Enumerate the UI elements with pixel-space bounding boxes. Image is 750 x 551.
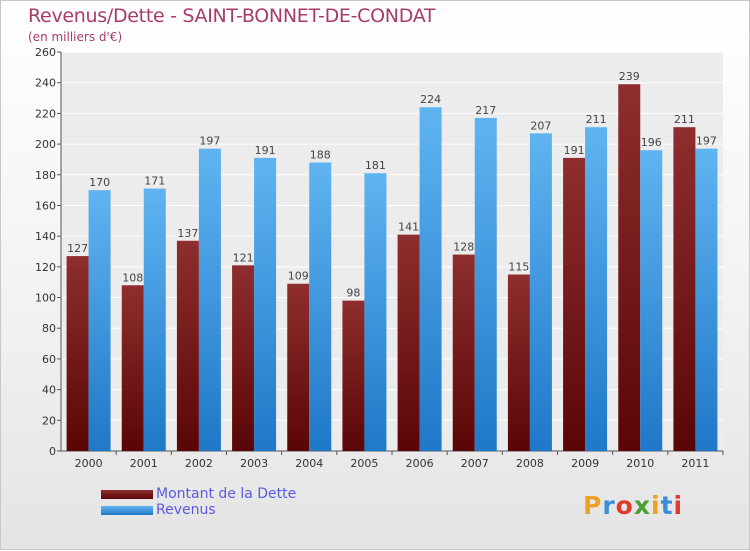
x-tick-label-2008: 2008 bbox=[516, 457, 544, 470]
bar-revenus-2003 bbox=[254, 157, 277, 451]
y-tick-label-220: 220 bbox=[35, 107, 56, 120]
bar-revenus-2008 bbox=[529, 133, 552, 452]
value-label-revenus-2002: 197 bbox=[199, 135, 220, 148]
x-tick-label-2002: 2002 bbox=[185, 457, 213, 470]
x-tick-label-2001: 2001 bbox=[130, 457, 158, 470]
bar-revenus-2010 bbox=[640, 150, 663, 451]
bar-dette-2004 bbox=[287, 283, 310, 451]
logo-letter: t bbox=[660, 491, 674, 520]
value-label-dette-2003: 121 bbox=[233, 251, 254, 264]
value-label-revenus-2009: 211 bbox=[586, 113, 607, 126]
y-tick-label-120: 120 bbox=[35, 261, 56, 274]
bar-dette-2011 bbox=[673, 127, 696, 451]
value-label-dette-2006: 141 bbox=[398, 221, 419, 234]
value-label-revenus-2000: 170 bbox=[89, 176, 110, 189]
bar-revenus-2000 bbox=[88, 190, 111, 451]
value-label-revenus-2003: 191 bbox=[255, 144, 276, 157]
value-label-revenus-2008: 207 bbox=[530, 119, 551, 132]
y-tick-label-260: 260 bbox=[35, 46, 56, 59]
y-tick-label-40: 40 bbox=[42, 384, 56, 397]
legend-label-dette: Montant de la Dette bbox=[156, 486, 297, 502]
bar-revenus-2007 bbox=[474, 117, 497, 451]
logo-letter: i bbox=[651, 491, 661, 520]
value-label-dette-2000: 127 bbox=[67, 242, 88, 255]
bar-revenus-2009 bbox=[585, 127, 608, 451]
value-label-dette-2009: 191 bbox=[564, 144, 585, 157]
y-tick-label-0: 0 bbox=[49, 445, 56, 458]
value-label-dette-2011: 211 bbox=[674, 113, 695, 126]
value-label-revenus-2001: 171 bbox=[144, 175, 165, 188]
value-label-revenus-2004: 188 bbox=[310, 148, 331, 161]
y-tick-label-100: 100 bbox=[35, 292, 56, 305]
y-tick-label-160: 160 bbox=[35, 199, 56, 212]
bar-dette-2002 bbox=[176, 240, 199, 451]
logo-letter: r bbox=[602, 491, 616, 520]
value-label-revenus-2006: 224 bbox=[420, 93, 441, 106]
legend-swatch-revenus bbox=[101, 506, 153, 515]
y-tick-label-80: 80 bbox=[42, 322, 56, 335]
value-label-dette-2002: 137 bbox=[177, 227, 198, 240]
x-tick-label-2011: 2011 bbox=[681, 457, 709, 470]
legend-swatch-dette bbox=[101, 490, 153, 499]
bar-revenus-2006 bbox=[419, 107, 442, 451]
x-tick-label-2009: 2009 bbox=[571, 457, 599, 470]
bar-revenus-2005 bbox=[364, 173, 387, 451]
value-label-dette-2008: 115 bbox=[508, 261, 529, 274]
y-tick-label-240: 240 bbox=[35, 77, 56, 90]
value-label-revenus-2011: 197 bbox=[696, 135, 717, 148]
bar-revenus-2001 bbox=[143, 188, 166, 452]
logo-letter: i bbox=[673, 491, 684, 520]
value-label-dette-2004: 109 bbox=[288, 270, 309, 283]
y-tick-label-200: 200 bbox=[35, 138, 56, 151]
bar-revenus-2002 bbox=[198, 148, 221, 451]
bar-revenus-2011 bbox=[695, 148, 718, 451]
x-tick-label-2006: 2006 bbox=[406, 457, 434, 470]
logo-letter: P bbox=[583, 491, 603, 520]
x-tick-label-2004: 2004 bbox=[295, 457, 323, 470]
x-tick-label-2003: 2003 bbox=[240, 457, 268, 470]
logo-letter: x bbox=[633, 491, 651, 520]
legend-label-revenus: Revenus bbox=[156, 502, 216, 518]
bar-dette-2006 bbox=[397, 234, 420, 451]
chart-title: Revenus/Dette - SAINT-BONNET-DE-CONDAT bbox=[28, 5, 436, 27]
logo-letter: o bbox=[615, 491, 634, 520]
y-tick-label-20: 20 bbox=[42, 414, 56, 427]
chart-subtitle: (en milliers d'€) bbox=[28, 30, 123, 44]
y-tick-label-180: 180 bbox=[35, 169, 56, 182]
proxiti-logo: Proxiti bbox=[583, 491, 683, 520]
bar-dette-2001 bbox=[121, 285, 144, 451]
value-label-dette-2007: 128 bbox=[453, 241, 474, 254]
value-label-dette-2010: 239 bbox=[619, 70, 640, 83]
x-tick-label-2000: 2000 bbox=[75, 457, 103, 470]
value-label-revenus-2010: 196 bbox=[641, 136, 662, 149]
bar-dette-2009 bbox=[563, 157, 586, 451]
plot-area bbox=[61, 52, 723, 451]
value-label-dette-2001: 108 bbox=[122, 271, 143, 284]
bar-dette-2008 bbox=[507, 274, 530, 451]
x-tick-label-2007: 2007 bbox=[461, 457, 489, 470]
x-tick-label-2005: 2005 bbox=[350, 457, 378, 470]
bar-dette-2007 bbox=[452, 254, 475, 451]
value-label-revenus-2005: 181 bbox=[365, 159, 386, 172]
y-tick-label-140: 140 bbox=[35, 230, 56, 243]
value-label-dette-2005: 98 bbox=[346, 287, 360, 300]
x-tick-label-2010: 2010 bbox=[626, 457, 654, 470]
bar-dette-2000 bbox=[66, 256, 89, 451]
value-label-revenus-2007: 217 bbox=[475, 104, 496, 117]
bar-dette-2005 bbox=[342, 300, 365, 451]
bar-dette-2010 bbox=[618, 84, 641, 451]
y-tick-label-60: 60 bbox=[42, 353, 56, 366]
bar-dette-2003 bbox=[232, 265, 255, 451]
bar-revenus-2004 bbox=[309, 162, 332, 451]
